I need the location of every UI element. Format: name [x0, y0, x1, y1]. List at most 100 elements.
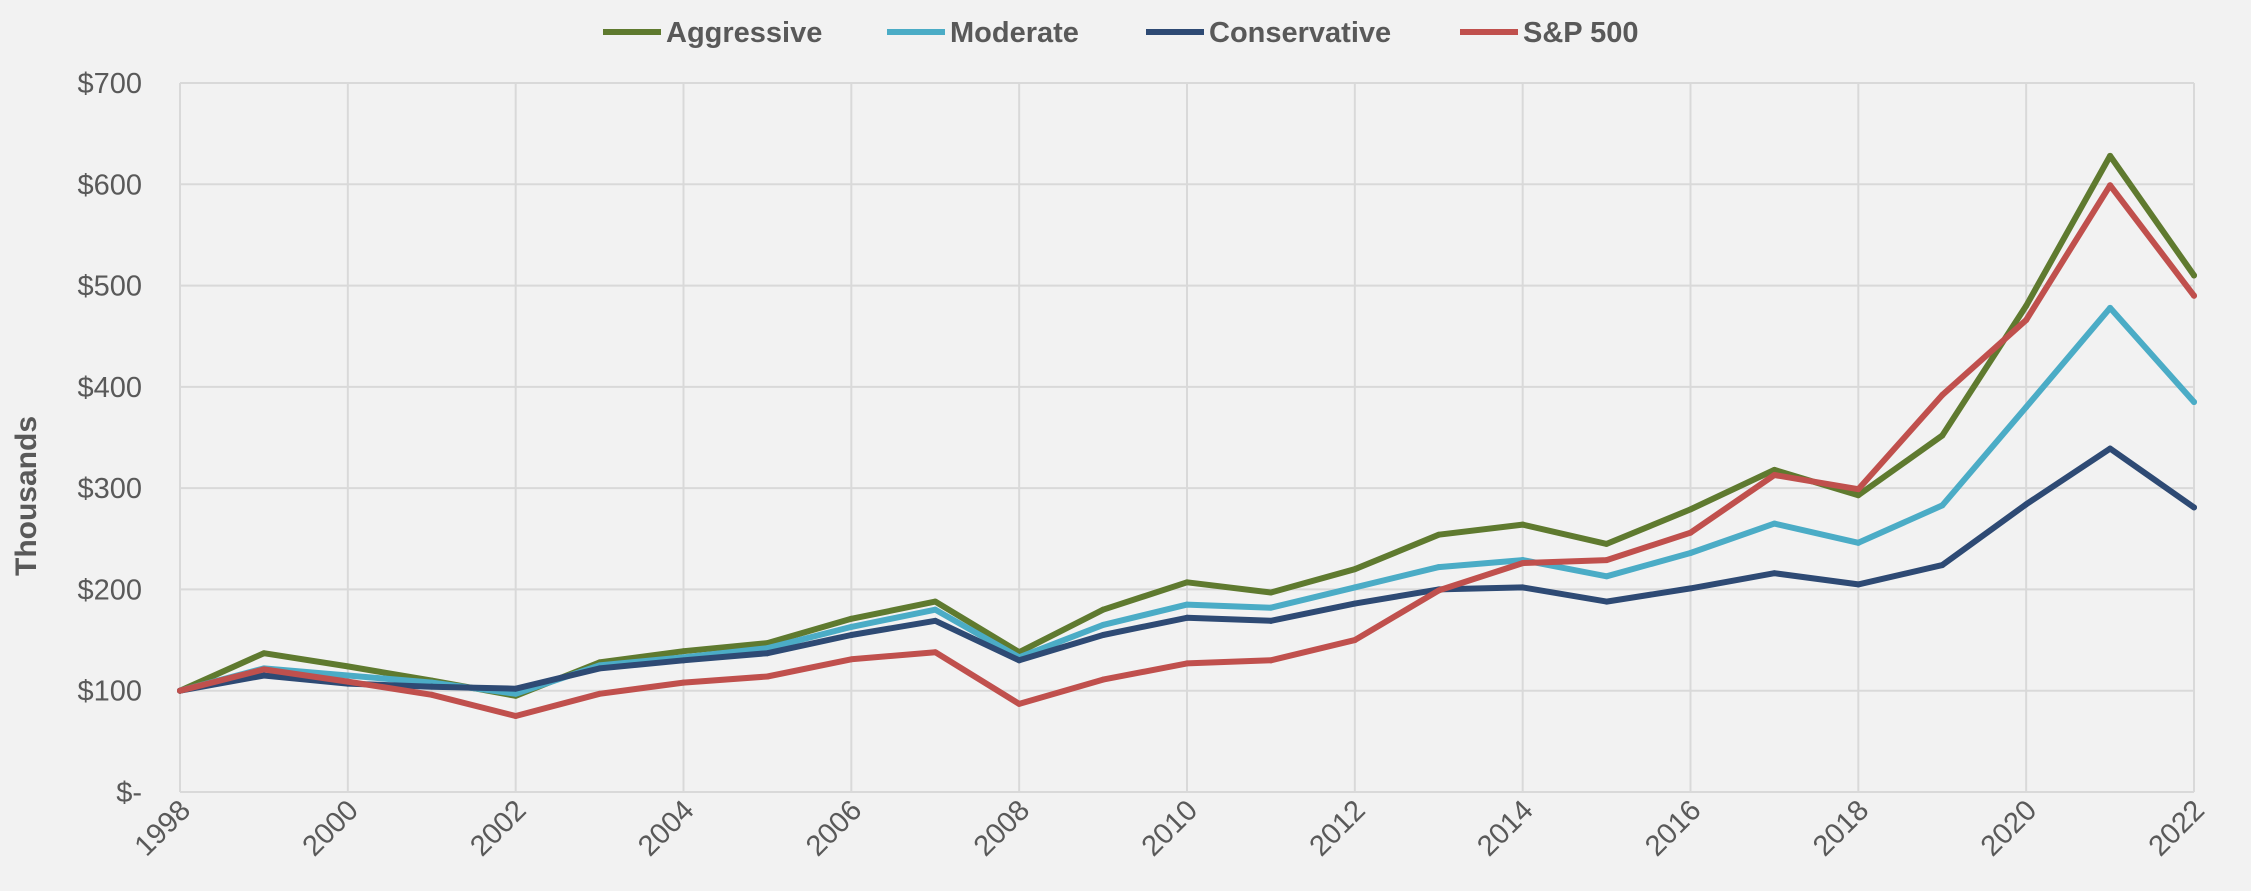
data-point-conservative [848, 632, 855, 639]
data-point-s-p-500 [177, 687, 183, 694]
data-point-s-p-500 [680, 679, 687, 686]
data-point-aggressive [2107, 152, 2114, 159]
data-point-aggressive [1351, 566, 1358, 573]
x-tick-label: 2012 [1304, 794, 1372, 862]
data-point-moderate [344, 672, 351, 679]
data-point-conservative [260, 672, 267, 679]
data-point-s-p-500 [1016, 700, 1023, 707]
y-tick-label: $400 [77, 372, 142, 404]
data-point-aggressive [1100, 606, 1107, 613]
data-point-s-p-500 [2191, 292, 2197, 299]
data-point-aggressive [2191, 272, 2197, 279]
legend-label-aggressive: Aggressive [666, 17, 822, 49]
x-tick-label: 2022 [2143, 794, 2211, 862]
data-point-s-p-500 [764, 673, 771, 680]
data-point-conservative [1687, 585, 1694, 592]
data-point-s-p-500 [344, 678, 351, 685]
data-point-conservative [1184, 614, 1190, 621]
data-point-conservative [1519, 584, 1526, 591]
data-point-aggressive [344, 663, 351, 670]
data-point-aggressive [1855, 492, 1862, 499]
data-point-aggressive [1687, 506, 1694, 513]
data-point-s-p-500 [1100, 676, 1107, 683]
y-tick-label: $300 [77, 473, 142, 505]
data-point-aggressive [1939, 432, 1946, 439]
data-point-aggressive [1184, 579, 1190, 586]
data-point-moderate [2107, 304, 2114, 311]
y-tick-label: $- [116, 777, 142, 809]
data-point-conservative [932, 617, 939, 624]
x-tick-label: 2016 [1639, 794, 1707, 862]
data-point-conservative [1100, 632, 1107, 639]
data-point-conservative [1351, 600, 1358, 607]
data-point-s-p-500 [1603, 557, 1610, 564]
data-point-moderate [1184, 601, 1190, 608]
data-point-s-p-500 [596, 690, 603, 697]
y-tick-label: $700 [77, 68, 142, 100]
x-tick-label: 2018 [1807, 794, 1875, 862]
legend: Aggressive Moderate Conservative S&P 500 [603, 17, 1639, 49]
data-point-aggressive [260, 650, 267, 657]
y-axis-label: Thousands [10, 416, 43, 576]
x-tick-label: 2008 [968, 794, 1036, 862]
data-point-moderate [1939, 502, 1946, 509]
x-tick-label: 2006 [800, 794, 868, 862]
data-point-conservative [2191, 504, 2197, 511]
legend-label-moderate: Moderate [950, 17, 1079, 49]
legend-label-conservative: Conservative [1209, 17, 1391, 49]
y-tick-label: $100 [77, 676, 142, 708]
data-point-aggressive [848, 615, 855, 622]
x-tick-label: 2010 [1136, 794, 1204, 862]
data-point-s-p-500 [932, 649, 939, 656]
data-point-s-p-500 [1939, 391, 1946, 398]
x-tick-label: 2020 [1975, 794, 2043, 862]
data-point-conservative [764, 650, 771, 657]
x-tick-label: 2004 [632, 794, 700, 862]
data-point-moderate [848, 623, 855, 630]
data-point-aggressive [1267, 589, 1274, 596]
data-point-moderate [1267, 604, 1274, 611]
y-tick-label: $600 [77, 169, 142, 201]
y-tick-label: $200 [77, 574, 142, 606]
data-point-aggressive [1435, 531, 1442, 538]
data-point-conservative [1016, 657, 1023, 664]
grid-layer [179, 82, 2195, 793]
data-point-conservative [512, 685, 519, 692]
data-point-s-p-500 [1771, 471, 1778, 478]
legend-label-s-p-500: S&P 500 [1523, 17, 1639, 49]
data-point-moderate [1855, 539, 1862, 546]
data-point-conservative [680, 657, 687, 664]
y-tick-label: $500 [77, 271, 142, 303]
data-point-moderate [1435, 564, 1442, 571]
x-tick-label: 2000 [297, 794, 365, 862]
data-point-moderate [1100, 621, 1107, 628]
x-tick-label: 2014 [1471, 794, 1539, 862]
data-point-moderate [1771, 520, 1778, 527]
data-point-conservative [1603, 598, 1610, 605]
data-point-conservative [596, 665, 603, 672]
data-point-moderate [512, 690, 519, 697]
data-point-s-p-500 [848, 656, 855, 663]
data-point-conservative [1267, 617, 1274, 624]
data-point-s-p-500 [1267, 657, 1274, 664]
data-point-s-p-500 [1184, 660, 1190, 667]
data-point-aggressive [2023, 302, 2030, 309]
data-point-moderate [2023, 404, 2030, 411]
data-point-conservative [1939, 562, 1946, 569]
data-point-moderate [2191, 399, 2197, 406]
x-tick-label: 2002 [464, 794, 532, 862]
data-point-s-p-500 [1519, 560, 1526, 567]
data-point-s-p-500 [1351, 637, 1358, 644]
data-point-moderate [1687, 549, 1694, 556]
data-point-s-p-500 [1855, 486, 1862, 493]
data-point-moderate [932, 606, 939, 613]
data-point-aggressive [680, 648, 687, 655]
data-point-moderate [764, 645, 771, 652]
data-point-conservative [2107, 445, 2114, 452]
data-point-s-p-500 [1435, 587, 1442, 594]
data-point-moderate [1603, 573, 1610, 580]
data-point-conservative [428, 683, 435, 690]
